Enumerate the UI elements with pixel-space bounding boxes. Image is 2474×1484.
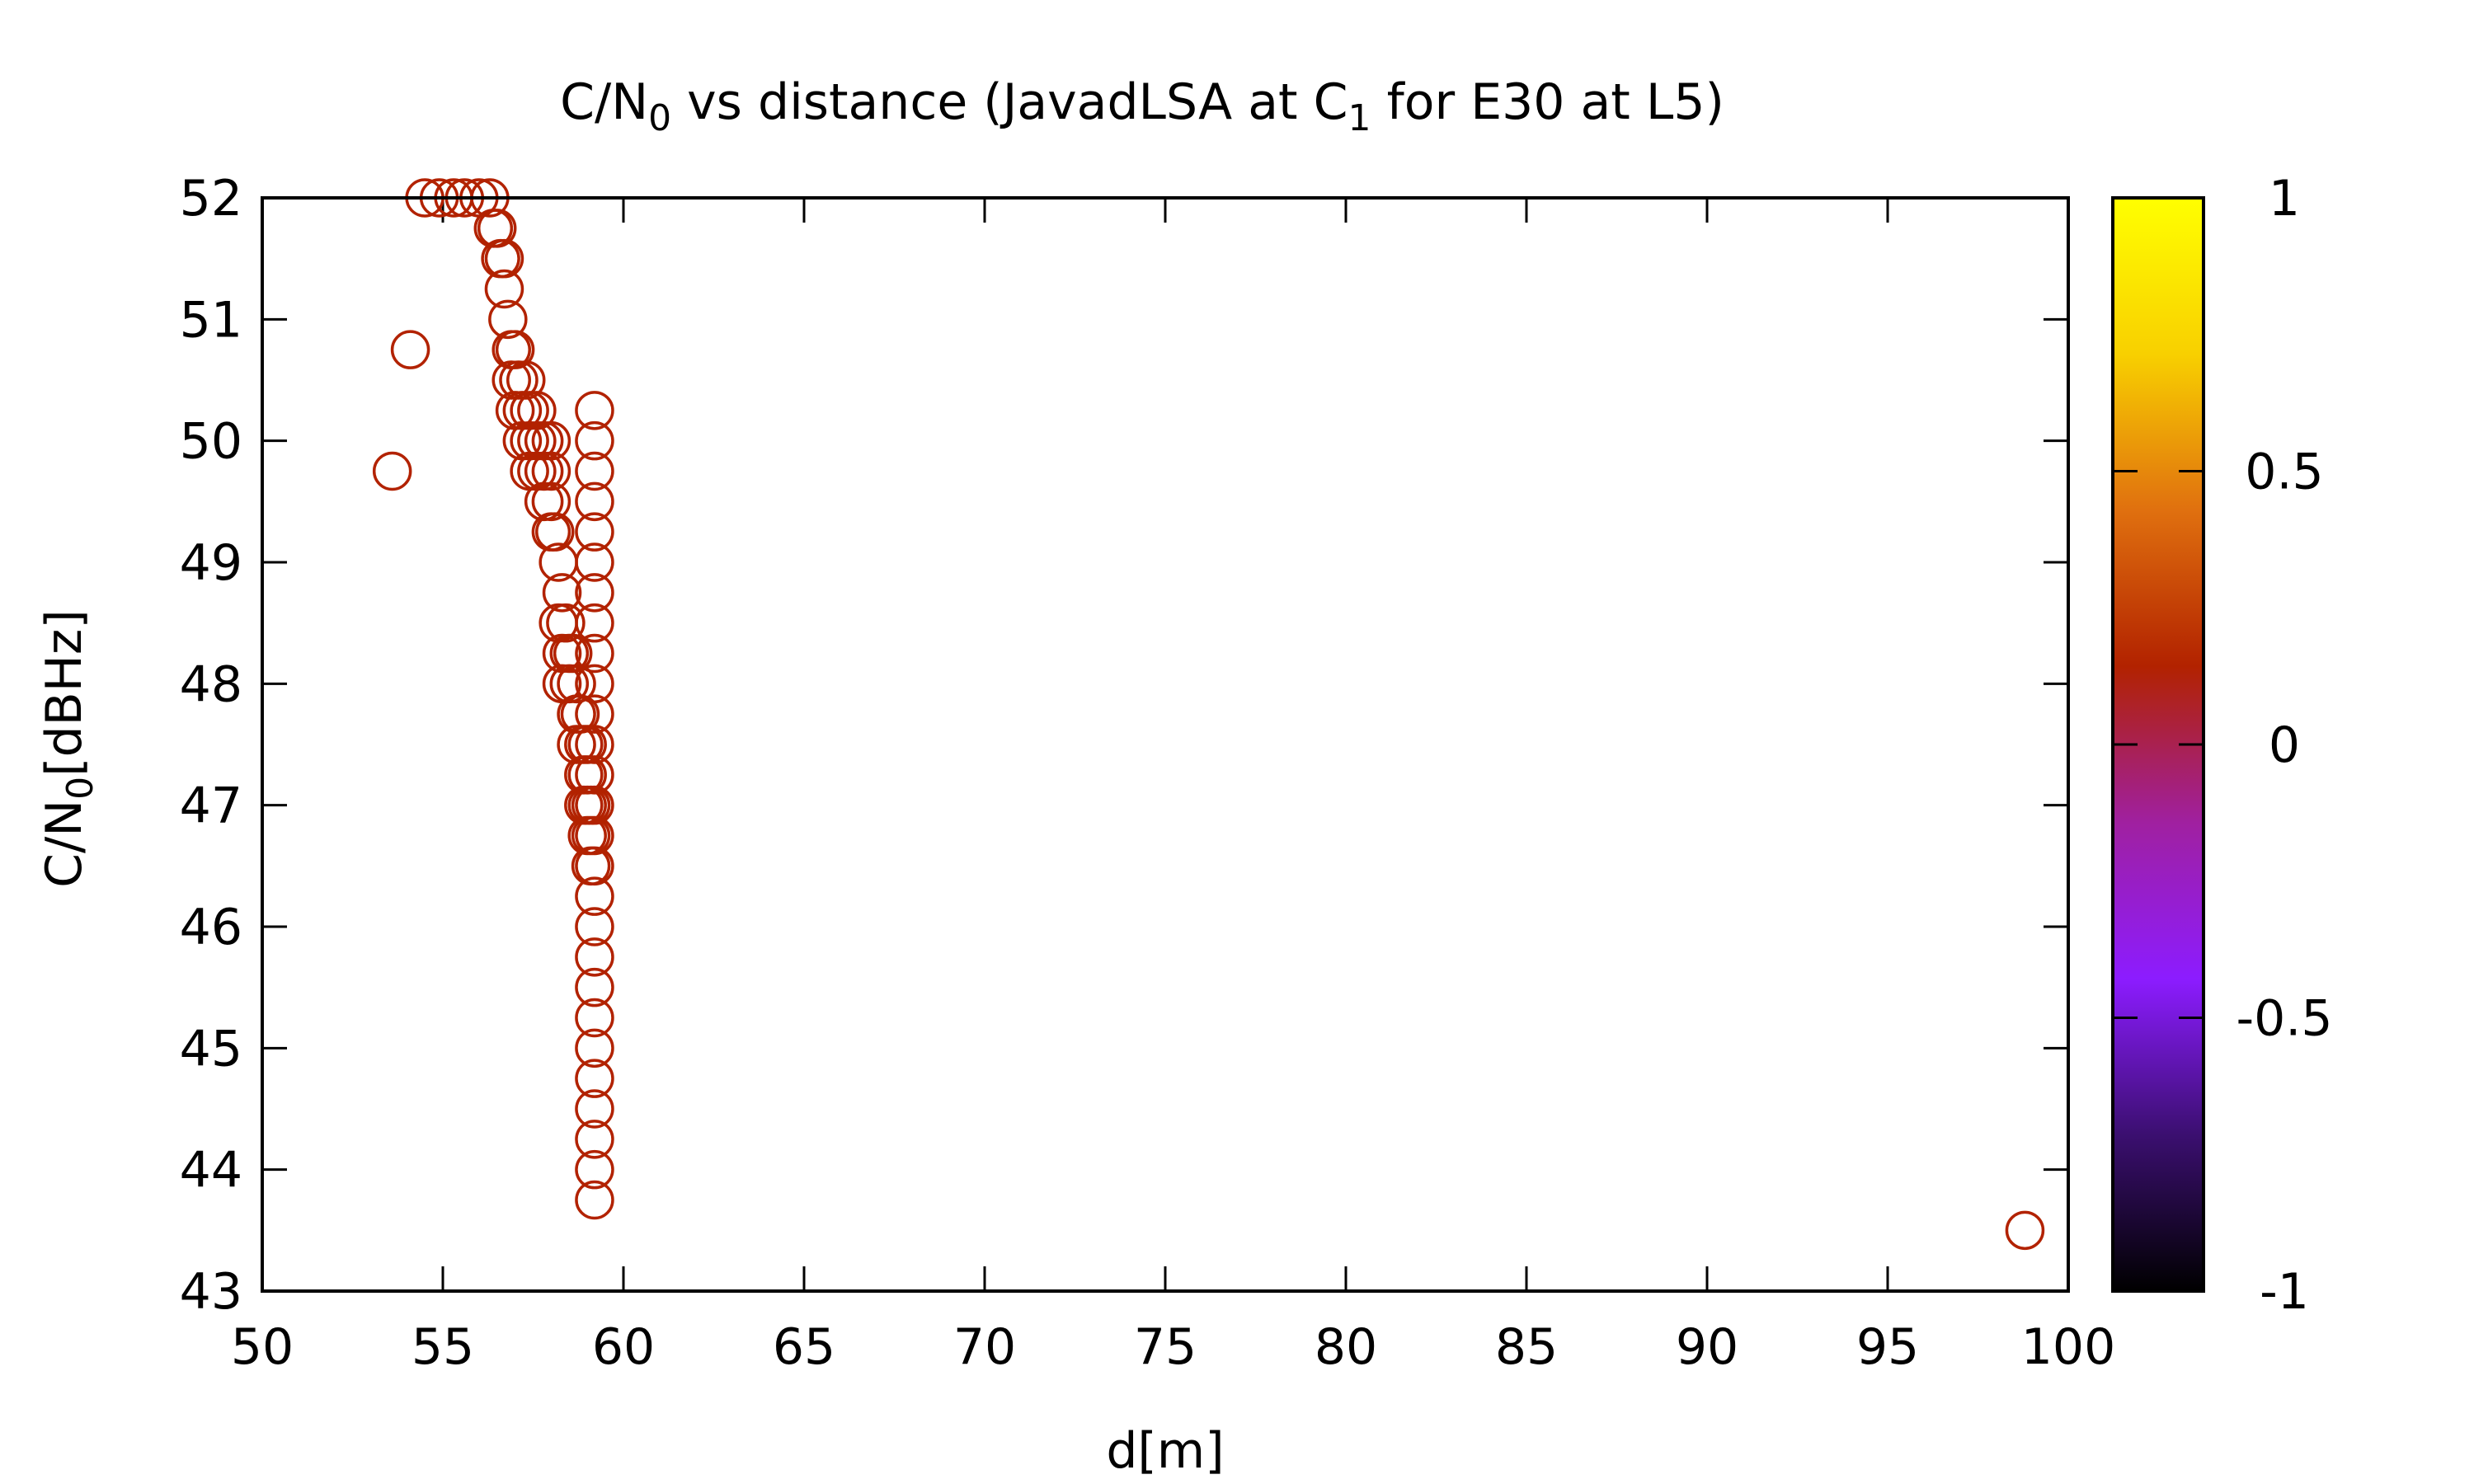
colorbar-tick-label: -0.5 [2236, 990, 2332, 1048]
data-point [575, 1059, 614, 1098]
x-axis: 50 55 60 65 70 75 80 85 90 95 100 [231, 198, 2115, 1376]
colorbar-tick-label: -1 [2260, 1263, 2309, 1321]
data-point [506, 360, 546, 400]
colorbar-tick-label: 0.5 [2245, 444, 2323, 501]
data-point [575, 664, 614, 704]
data-point [575, 998, 614, 1038]
x-axis-label: d[m] [1106, 1422, 1224, 1480]
data-point [575, 481, 614, 522]
data-point [575, 633, 614, 674]
data-point [575, 603, 614, 643]
data-point [484, 238, 524, 279]
x-tick-label: 50 [231, 1318, 294, 1376]
y-tick-label: 46 [180, 899, 242, 956]
y-tick-label: 52 [180, 170, 242, 228]
y-axis: 43 44 45 46 47 48 49 50 51 52 [180, 170, 2068, 1321]
y-axis-label: C/N0[dBHz] [35, 609, 101, 888]
data-point [575, 451, 614, 491]
colorbar-tick-label: 1 [2269, 170, 2300, 228]
data-point [495, 330, 535, 369]
data-point [2005, 1210, 2045, 1251]
data-point [575, 725, 614, 764]
chart-title: C/N0 vs distance (JavadLSA at C1 for E30… [560, 73, 1724, 139]
data-point [575, 846, 614, 886]
x-tick-label: 85 [1495, 1318, 1558, 1376]
data-point [575, 1089, 614, 1129]
data-point [575, 967, 614, 1007]
data-point [575, 755, 614, 795]
data-point [575, 1120, 614, 1159]
data-point [575, 512, 614, 552]
data-point [575, 1149, 614, 1190]
x-tick-label: 75 [1134, 1318, 1197, 1376]
x-tick-label: 70 [953, 1318, 1016, 1376]
y-tick-label: 47 [180, 777, 242, 835]
data-point [575, 815, 614, 856]
data-point [575, 694, 614, 734]
colorbar-axis: 1 0.5 0 -0.5 -1 [2113, 170, 2333, 1321]
x-tick-label: 90 [1676, 1318, 1738, 1376]
x-tick-label: 100 [2021, 1318, 2116, 1376]
data-point [575, 391, 614, 430]
data-point [575, 420, 614, 461]
data-point [484, 269, 524, 309]
data-point [542, 573, 582, 613]
y-tick-label: 43 [180, 1263, 242, 1321]
x-tick-label: 60 [592, 1318, 655, 1376]
data-point [488, 299, 528, 340]
data-point [575, 1028, 614, 1068]
x-tick-label: 80 [1315, 1318, 1377, 1376]
data-point [557, 664, 596, 704]
y-tick-label: 44 [180, 1142, 242, 1200]
data-point [535, 512, 575, 552]
data-point [531, 481, 571, 522]
data-point [575, 542, 614, 582]
x-tick-label: 65 [773, 1318, 835, 1376]
data-point [531, 451, 571, 491]
data-point [477, 209, 517, 248]
x-tick-label: 55 [412, 1318, 474, 1376]
data-point [575, 937, 614, 977]
y-tick-label: 50 [180, 413, 242, 471]
data-point [575, 573, 614, 613]
plot-area-frame [261, 196, 2070, 1293]
y-tick-label: 49 [180, 534, 242, 592]
data-point [575, 785, 614, 825]
data-point [575, 907, 614, 946]
x-tick-label: 95 [1856, 1318, 1919, 1376]
colorbar-tick-label: 0 [2269, 716, 2300, 774]
data-point [553, 633, 593, 674]
y-tick-label: 48 [180, 655, 242, 713]
data-points [372, 178, 2045, 1251]
y-tick-label: 51 [180, 291, 242, 349]
y-tick-label: 45 [180, 1020, 242, 1078]
data-point [372, 451, 412, 491]
data-point [575, 876, 614, 916]
data-point [575, 1180, 614, 1220]
data-point [390, 330, 430, 369]
data-point [546, 603, 586, 643]
